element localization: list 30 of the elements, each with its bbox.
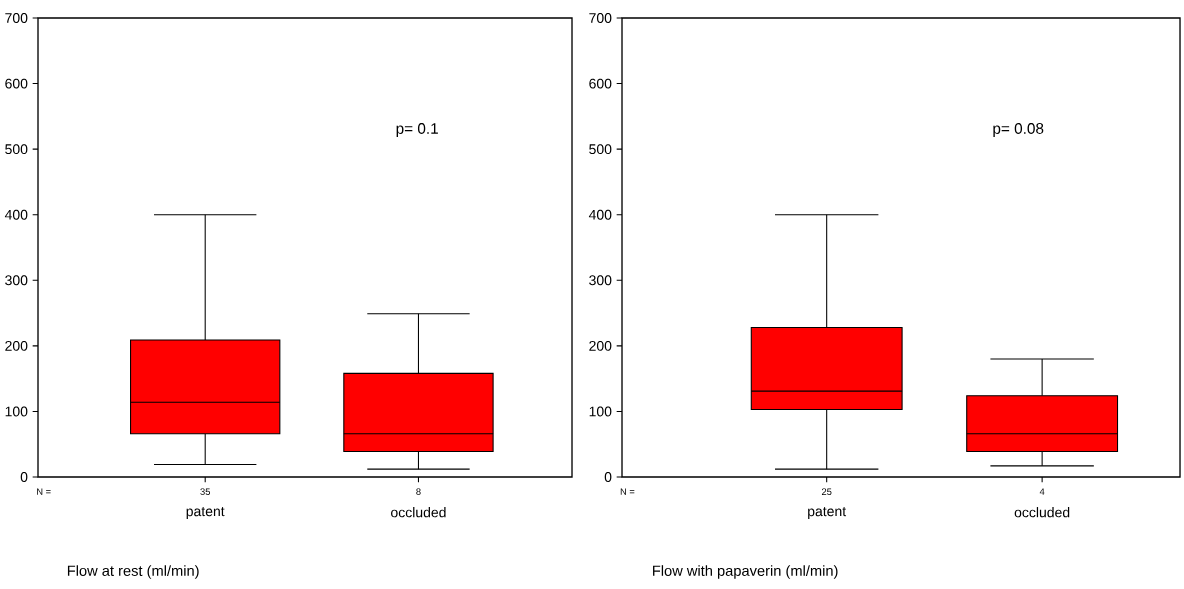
y-tick-label: 700	[5, 13, 28, 23]
text: 35	[200, 488, 210, 495]
y-tick-label: 400	[588, 209, 612, 220]
x-tick-label: occluded	[391, 507, 446, 518]
y-tick-label: 300	[5, 275, 28, 286]
y-tick-label: 500	[5, 144, 28, 155]
x-tick-label: patent	[186, 507, 225, 519]
x-axis-title: Flow with papaverin (ml/min)	[653, 565, 838, 579]
y-tick-label: 0	[604, 472, 612, 482]
y-tick-label: 600	[589, 78, 612, 89]
y-tick-label: 600	[5, 78, 28, 89]
text: N =	[620, 488, 635, 495]
annotation: p= 0.08	[993, 123, 1044, 137]
x-tick-label: occluded	[1014, 507, 1070, 518]
text: 8	[416, 488, 421, 495]
text: N =	[37, 488, 51, 495]
x-tick-label: patent	[808, 507, 847, 519]
y-tick-label: 200	[589, 340, 612, 351]
y-tick-label: 300	[589, 275, 612, 286]
y-tick-label: 0	[20, 472, 28, 482]
text: 25	[821, 488, 832, 495]
annotation: p= 0.1	[396, 123, 438, 137]
x-axis-title: Flow at rest (ml/min)	[67, 565, 199, 579]
y-tick-label: 100	[589, 406, 612, 417]
text: 4	[1039, 488, 1045, 495]
y-tick-label: 700	[589, 13, 612, 23]
y-tick-label: 400	[4, 209, 28, 220]
y-tick-label: 100	[5, 406, 28, 417]
y-tick-label: 200	[5, 340, 28, 351]
y-tick-label: 500	[589, 144, 612, 155]
